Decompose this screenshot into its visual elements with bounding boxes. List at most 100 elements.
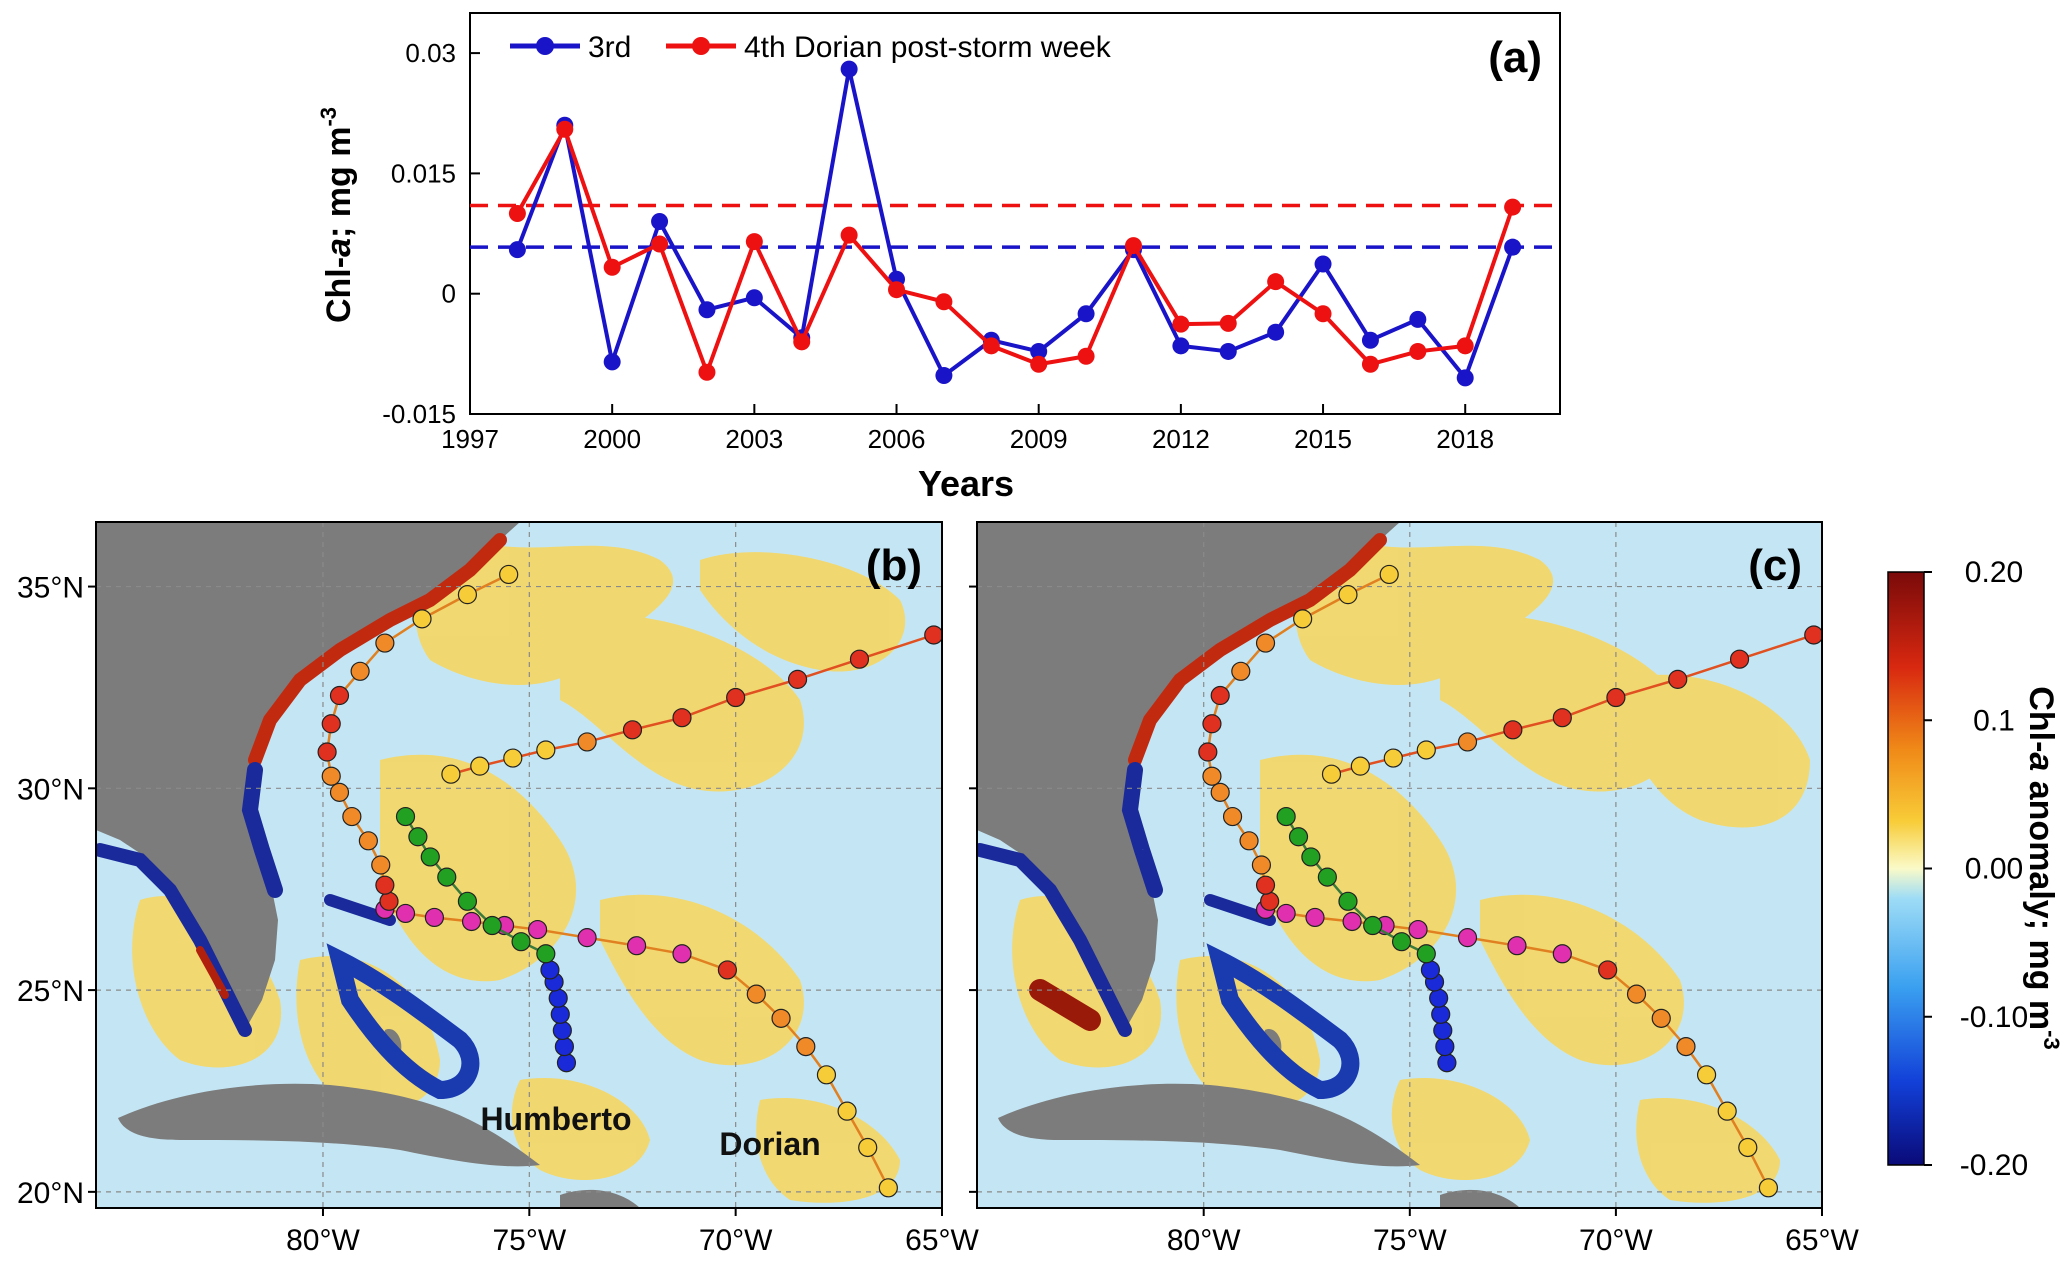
data-point [1219,314,1237,332]
data-point [888,281,906,299]
positive-anomaly-patches [1012,540,1810,1203]
colorbar-gradient [1887,571,1925,1166]
humberto-track-point [536,944,556,964]
data-point [651,213,669,231]
dorian-track-point [321,714,341,734]
legend-label-4th: 4th Dorian post-storm week [744,31,1112,64]
humberto-track-point [1416,944,1436,964]
data-point [1456,369,1474,387]
colorbar-tick-label: 0.00 [1965,853,2023,886]
extratropical-track-point [1503,720,1523,740]
panel-label-b: (b) [866,541,922,590]
y-tick-label: -0.015 [382,399,456,429]
humberto-track-point [1429,988,1449,1008]
legend-label-3rd: 3rd [588,31,631,64]
humberto-track-point [457,891,478,911]
x-tick-label: 2018 [1436,424,1494,454]
line-chart-panel-a: 1997 2000 2003 2006 2009 2012 2015 2018 -0.015 0 0… [316,12,1561,504]
extratropical-track-point [470,756,490,776]
dorian-track-point [350,661,370,681]
extratropical-track-point [787,669,808,689]
map-frame [95,521,943,1209]
dorian-track-point [371,855,391,875]
data-point [840,226,858,244]
dorian-track-point [771,1008,791,1028]
data-point [698,363,716,381]
y-axis-title: Chl-a; mg m-3 [316,107,358,323]
humberto-track-point [548,988,568,1008]
x-tick-label: 2009 [1010,424,1068,454]
data-point [840,60,858,78]
dorian-track-point [321,766,341,786]
humberto-track-point [1276,806,1296,827]
lon-tick-label: 80°W [1167,1224,1241,1257]
dorian-track-point [1552,944,1572,964]
extratropical-track-point [1321,764,1342,784]
dorian-track-point [858,1137,878,1158]
dorian-track-point [424,907,444,928]
humberto-track-point [1391,932,1412,952]
extratropical-track-point [1457,732,1478,752]
data-point [935,293,953,311]
colorbar-tick-label: 0.1 [1973,704,2015,737]
humberto-track-point [511,932,531,952]
x-tick-label: 2012 [1152,424,1210,454]
dorian-label: Dorian [719,1126,820,1162]
lat-tick-label: 30°N [17,773,84,806]
dorian-track-point [717,960,738,980]
dorian-track-point [1507,936,1527,956]
humberto-track-point [1435,1036,1455,1057]
map-grid [96,522,942,1208]
humberto-track-point [408,827,428,847]
extratropical-track-point [1804,625,1822,645]
data-point [1030,342,1048,360]
data-point [508,241,526,259]
map-panel-b: (b) Humberto Dorian 80°W 75°W 70°W 65°W 35°N… [17,521,980,1257]
dorian-track-point [379,891,399,911]
x-axis-title: Years [918,463,1014,504]
lat-tick-label: 25°N [17,975,84,1008]
dorian-track-point [499,564,519,585]
humberto-track-point [550,1004,570,1024]
storm-tracks [1198,564,1822,1198]
extratropical-track-point [1416,740,1436,760]
extratropical-track-point [672,708,692,728]
lon-tick-label: 70°W [1579,1224,1653,1257]
dorian-track-point [1758,1178,1779,1198]
humberto-track-point [437,867,457,887]
data-point [1409,342,1427,360]
land-mass [96,522,640,1208]
data-point [793,333,811,351]
dorian-track-point [329,685,350,706]
dorian-track-point [412,609,432,629]
legend-marker-4th [692,37,710,55]
extratropical-track-point [441,764,461,784]
data-point [1030,355,1048,373]
data-point [982,337,1000,355]
map-frame [976,521,1823,1209]
x-tick-label: 2006 [868,424,926,454]
data-point [1361,331,1379,349]
legend: 3rd 4th Dorian post-storm week [510,31,1112,64]
dorian-track-point [1379,564,1399,585]
dorian-track-point [1255,633,1276,653]
dorian-track-point [1210,782,1230,802]
data-point [745,233,763,251]
dorian-track-point [1696,1065,1717,1085]
dorian-track-point [796,1036,816,1057]
dorian-track-point [1239,831,1259,851]
dorian-track-point [1305,907,1325,928]
y-tick-label: 0.015 [391,158,456,188]
dorian-track-point [577,928,597,948]
dorian-track-point [746,984,766,1004]
dorian-track-point [816,1065,837,1085]
map-grid [977,522,1822,1208]
humberto-track-point [420,847,440,867]
colorbar-tick-label: -0.10 [1960,1001,2028,1034]
extratropical-track-point [1668,669,1688,689]
dorian-track-point [329,782,350,802]
dorian-track-point [837,1101,857,1121]
x-tick-label: 2003 [725,424,783,454]
dorian-track-point [1738,1137,1758,1158]
lon-tick-label: 70°W [699,1224,773,1257]
